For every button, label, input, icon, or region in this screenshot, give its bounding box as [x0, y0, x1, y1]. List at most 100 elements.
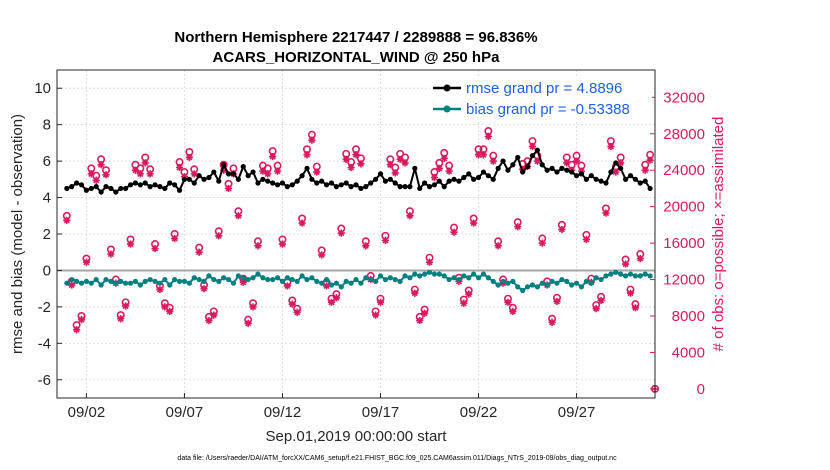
bias-point — [417, 273, 423, 279]
rmse-point — [113, 189, 119, 195]
rmse-point — [627, 173, 634, 179]
obs-assimilated-marker — [205, 316, 213, 325]
rmse-point — [152, 182, 158, 188]
rmse-point — [471, 176, 477, 182]
bias-point — [172, 276, 178, 283]
rmse-point — [142, 180, 148, 186]
rmse-point — [436, 178, 442, 184]
bias-point — [578, 284, 585, 290]
rmse-point — [240, 163, 246, 170]
rmse-point — [358, 185, 364, 192]
bias-point — [323, 276, 330, 283]
obs-assimilated-marker — [97, 161, 105, 169]
rmse-point — [407, 184, 413, 190]
rmse-point — [392, 180, 398, 186]
obs-assimilated-marker — [342, 155, 350, 163]
y-axis-right-label: # of obs: o=possible; ×=assimilated — [710, 117, 727, 352]
bias-point — [157, 280, 163, 286]
y-right-tick-label: 28000 — [663, 126, 705, 143]
y-left-tick-label: 6 — [43, 153, 51, 170]
bias-point — [461, 273, 467, 279]
rmse-point — [461, 174, 467, 181]
rmse-point — [422, 180, 428, 186]
y-right-tick-label: 8000 — [672, 308, 705, 325]
bias-point — [402, 273, 408, 279]
rmse-point — [201, 176, 207, 182]
bias-point — [603, 273, 609, 279]
obs-assimilated-marker — [548, 318, 556, 326]
bias-point — [534, 284, 540, 290]
rmse-point — [191, 180, 197, 186]
rmse-point — [500, 158, 506, 164]
rmse-point — [608, 169, 614, 175]
rmse-point — [186, 176, 192, 182]
obs-assimilated-marker — [337, 229, 345, 237]
rmse-point — [157, 184, 163, 190]
bias-point — [314, 278, 320, 284]
rmse-point — [510, 162, 516, 168]
bias-point — [588, 280, 594, 286]
rmse-point — [255, 180, 261, 186]
bias-point — [392, 276, 398, 283]
obs-assimilated-marker — [156, 285, 164, 294]
bias-point — [466, 275, 472, 281]
bias-point — [191, 275, 197, 281]
rmse-point — [588, 173, 594, 179]
rmse-point — [211, 169, 217, 175]
obs-assimilated-marker — [474, 151, 483, 159]
y-left-tick-label: 0 — [43, 262, 51, 279]
chart-title-line2: ACARS_HORIZONTAL_WIND @ 250 hPa — [213, 49, 501, 66]
bias-point — [118, 278, 124, 284]
rmse-point — [368, 180, 374, 186]
rmse-point — [64, 185, 70, 192]
obs-assimilated-marker — [117, 315, 125, 323]
bias-point — [618, 271, 624, 277]
rmse-point — [343, 180, 349, 186]
y-right-tick-label: 12000 — [663, 272, 705, 289]
bias-point — [549, 278, 555, 284]
rmse-point — [475, 174, 482, 181]
rmse-point — [314, 180, 320, 186]
bias-point — [103, 276, 109, 283]
rmse-point — [348, 184, 354, 190]
obs-assimilated-marker — [107, 250, 115, 258]
obs-assimilated-marker — [430, 173, 439, 182]
bias-point — [299, 273, 305, 279]
rmse-point — [490, 176, 496, 182]
obs-assimilated-marker — [450, 228, 458, 236]
rmse-point — [294, 178, 300, 184]
rmse-point — [353, 182, 359, 188]
bias-point — [436, 271, 442, 277]
obs-assimilated-marker — [332, 294, 340, 302]
obs-assimilated-marker — [327, 298, 336, 306]
y-left-tick-label: -4 — [38, 335, 51, 352]
rmse-point — [520, 169, 526, 175]
obs-assimilated-marker — [352, 151, 360, 159]
rmse-point — [265, 178, 271, 184]
y-axis-right-ticks: 32000 28000 24000 20000 16000 12000 8000 4000 0 — [650, 89, 705, 398]
bias-point — [201, 278, 207, 284]
rmse-point — [603, 180, 609, 186]
rmse-point — [216, 178, 222, 184]
rmse-point — [549, 165, 555, 171]
obs-assimilated-marker — [220, 166, 228, 174]
rmse-point — [529, 153, 536, 159]
rmse-point — [559, 165, 565, 171]
bias-point — [632, 273, 638, 279]
obs-assimilated-marker — [391, 169, 399, 177]
y-left-tick-label: -6 — [38, 372, 51, 389]
bias-point — [196, 276, 202, 283]
rmse-point — [524, 163, 531, 170]
rmse-point — [569, 169, 575, 175]
rmse-point — [573, 173, 580, 179]
rmse-point — [88, 185, 94, 192]
bias-point — [500, 278, 506, 284]
bias-point — [230, 280, 237, 286]
legend: rmse grand pr = 4.8896 bias grand pr = -… — [430, 78, 652, 120]
obs-assimilated-marker — [102, 171, 110, 179]
x-tick-label: 09/12 — [264, 404, 302, 421]
obs-assimilated-marker — [494, 242, 502, 250]
rmse-point — [260, 176, 266, 182]
rmse-point — [279, 180, 286, 186]
bias-point — [225, 276, 232, 283]
